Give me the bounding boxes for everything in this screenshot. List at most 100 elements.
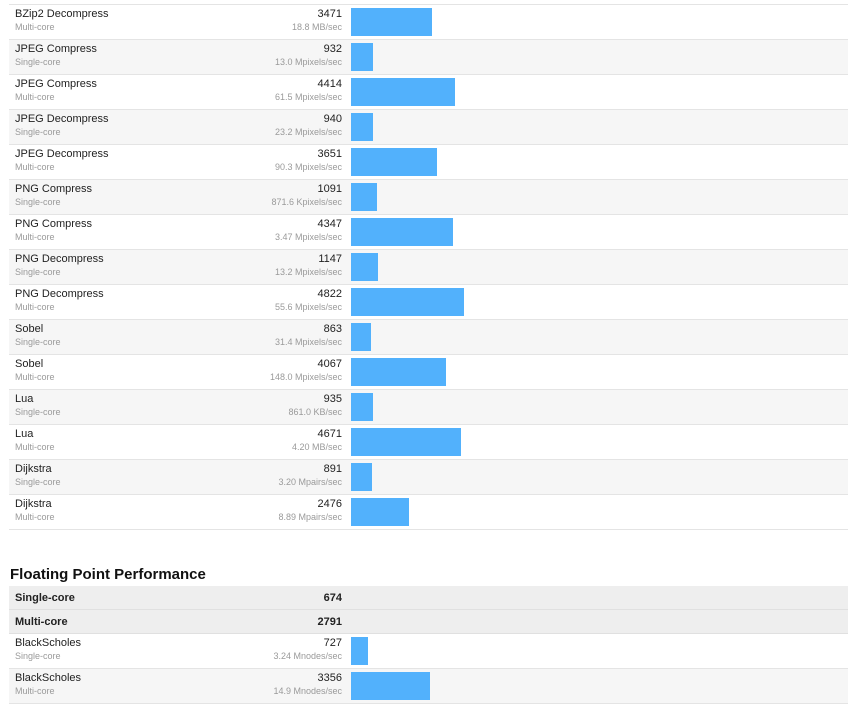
benchmark-rate: 8.89 Mpairs/sec [278, 512, 342, 522]
benchmark-score: 3356 [317, 672, 342, 684]
table-row: JPEG Compress Multi-core 4414 61.5 Mpixels/… [9, 75, 848, 110]
score-bar [351, 43, 373, 71]
benchmark-rate: 61.5 Mpixels/sec [274, 92, 342, 102]
score-bar [351, 288, 464, 316]
core-label: Single-core [15, 267, 61, 277]
score-bar [351, 637, 368, 665]
benchmark-rate: 55.6 Mpixels/sec [274, 302, 342, 312]
benchmark-rate: 3.20 Mpairs/sec [278, 477, 342, 487]
benchmark-score: 4067 [317, 358, 342, 370]
benchmark-name: Lua [15, 428, 34, 440]
core-label: Single-core [15, 651, 61, 661]
summary-label: Multi-core [15, 616, 68, 628]
score-bar [351, 428, 461, 456]
benchmark-score: 2476 [317, 498, 342, 510]
benchmark-name: BZip2 Decompress [15, 8, 109, 20]
benchmark-score: 3651 [317, 148, 342, 160]
score-bar [351, 393, 373, 421]
table-row: Sobel Single-core 863 31.4 Mpixels/sec [9, 320, 848, 355]
benchmark-rate: 3.24 Mnodes/sec [273, 651, 342, 661]
table-row: BlackScholes Multi-core 3356 14.9 Mnodes/se… [9, 669, 848, 704]
benchmark-rate: 31.4 Mpixels/sec [274, 337, 342, 347]
benchmark-rate: 14.9 Mnodes/sec [273, 686, 342, 696]
integer-results-table: BZip2 Decompress Multi-core 3471 18.8 MB/se… [9, 5, 848, 530]
benchmark-score: 863 [323, 323, 342, 335]
benchmark-name: PNG Decompress [15, 253, 104, 265]
benchmark-rate: 148.0 Mpixels/sec [269, 372, 342, 382]
benchmark-score: 1091 [317, 183, 342, 195]
core-label: Multi-core [15, 162, 55, 172]
benchmark-rate: 13.2 Mpixels/sec [274, 267, 342, 277]
benchmark-name: BlackScholes [15, 637, 82, 649]
table-row: PNG Decompress Single-core 1147 13.2 Mpixel… [9, 250, 848, 285]
benchmark-score: 4671 [317, 428, 342, 440]
core-label: Multi-core [15, 442, 55, 452]
benchmark-name: JPEG Compress [15, 78, 97, 90]
table-row: Sobel Multi-core 4067 148.0 Mpixels/sec [9, 355, 848, 390]
benchmark-name: Dijkstra [15, 463, 52, 475]
core-label: Multi-core [15, 232, 55, 242]
core-label: Single-core [15, 197, 61, 207]
table-row: JPEG Decompress Single-core 940 23.2 Mpixel… [9, 110, 848, 145]
table-row: Lua Single-core 935 861.0 KB/sec [9, 390, 848, 425]
summary-score: 674 [323, 592, 342, 604]
core-label: Multi-core [15, 372, 55, 382]
table-row: PNG Compress Multi-core 4347 3.47 Mpixels/s… [9, 215, 848, 250]
core-label: Single-core [15, 57, 61, 67]
table-row: Dijkstra Single-core 891 3.20 Mpairs/sec [9, 460, 848, 495]
score-bar [351, 113, 373, 141]
benchmark-name: Dijkstra [15, 498, 52, 510]
divider [9, 4, 848, 5]
score-bar [351, 148, 437, 176]
benchmark-rate: 18.8 MB/sec [291, 22, 342, 32]
benchmark-rate: 861.0 KB/sec [288, 407, 342, 417]
table-row: Dijkstra Multi-core 2476 8.89 Mpairs/sec [9, 495, 848, 530]
section-title-floating-point: Floating Point Performance [10, 566, 206, 583]
floating-point-results-table: Single-core 674 Multi-core 2791 BlackSch… [9, 586, 848, 704]
core-label: Multi-core [15, 686, 55, 696]
table-row: JPEG Decompress Multi-core 3651 90.3 Mpixel… [9, 145, 848, 180]
table-row: BZip2 Decompress Multi-core 3471 18.8 MB/se… [9, 5, 848, 40]
benchmark-rate: 23.2 Mpixels/sec [274, 127, 342, 137]
benchmark-score: 935 [323, 393, 342, 405]
core-label: Single-core [15, 337, 61, 347]
benchmark-name: JPEG Decompress [15, 148, 109, 160]
benchmark-rate: 90.3 Mpixels/sec [274, 162, 342, 172]
benchmark-score: 932 [323, 43, 342, 55]
score-bar [351, 8, 432, 36]
table-row: Lua Multi-core 4671 4.20 MB/sec [9, 425, 848, 460]
summary-row-multi-core: Multi-core 2791 [9, 610, 848, 634]
benchmark-name: Sobel [15, 323, 44, 335]
benchmark-score: 4414 [317, 78, 342, 90]
benchmark-name: BlackScholes [15, 672, 82, 684]
benchmark-name: PNG Decompress [15, 288, 104, 300]
score-bar [351, 253, 378, 281]
score-bar [351, 358, 446, 386]
score-bar [351, 463, 372, 491]
benchmark-score: 4822 [317, 288, 342, 300]
benchmark-rate: 871.6 Kpixels/sec [271, 197, 342, 207]
core-label: Single-core [15, 407, 61, 417]
table-row: PNG Decompress Multi-core 4822 55.6 Mpixels… [9, 285, 848, 320]
table-row: BlackScholes Single-core 727 3.24 Mnodes/se… [9, 634, 848, 669]
benchmark-score: 727 [323, 637, 342, 649]
benchmark-score: 940 [323, 113, 342, 125]
benchmark-score: 3471 [317, 8, 342, 20]
score-bar [351, 672, 430, 700]
score-bar [351, 218, 453, 246]
core-label: Multi-core [15, 92, 55, 102]
score-bar [351, 183, 377, 211]
score-bar [351, 498, 409, 526]
benchmark-score: 891 [323, 463, 342, 475]
table-row: JPEG Compress Single-core 932 13.0 Mpixels/… [9, 40, 848, 75]
benchmark-name: Lua [15, 393, 34, 405]
benchmark-name: PNG Compress [15, 183, 93, 195]
core-label: Single-core [15, 127, 61, 137]
summary-label: Single-core [15, 592, 75, 604]
benchmark-name: Sobel [15, 358, 44, 370]
benchmark-score: 1147 [318, 253, 342, 265]
core-label: Single-core [15, 477, 61, 487]
summary-score: 2791 [317, 616, 342, 628]
core-label: Multi-core [15, 22, 55, 32]
